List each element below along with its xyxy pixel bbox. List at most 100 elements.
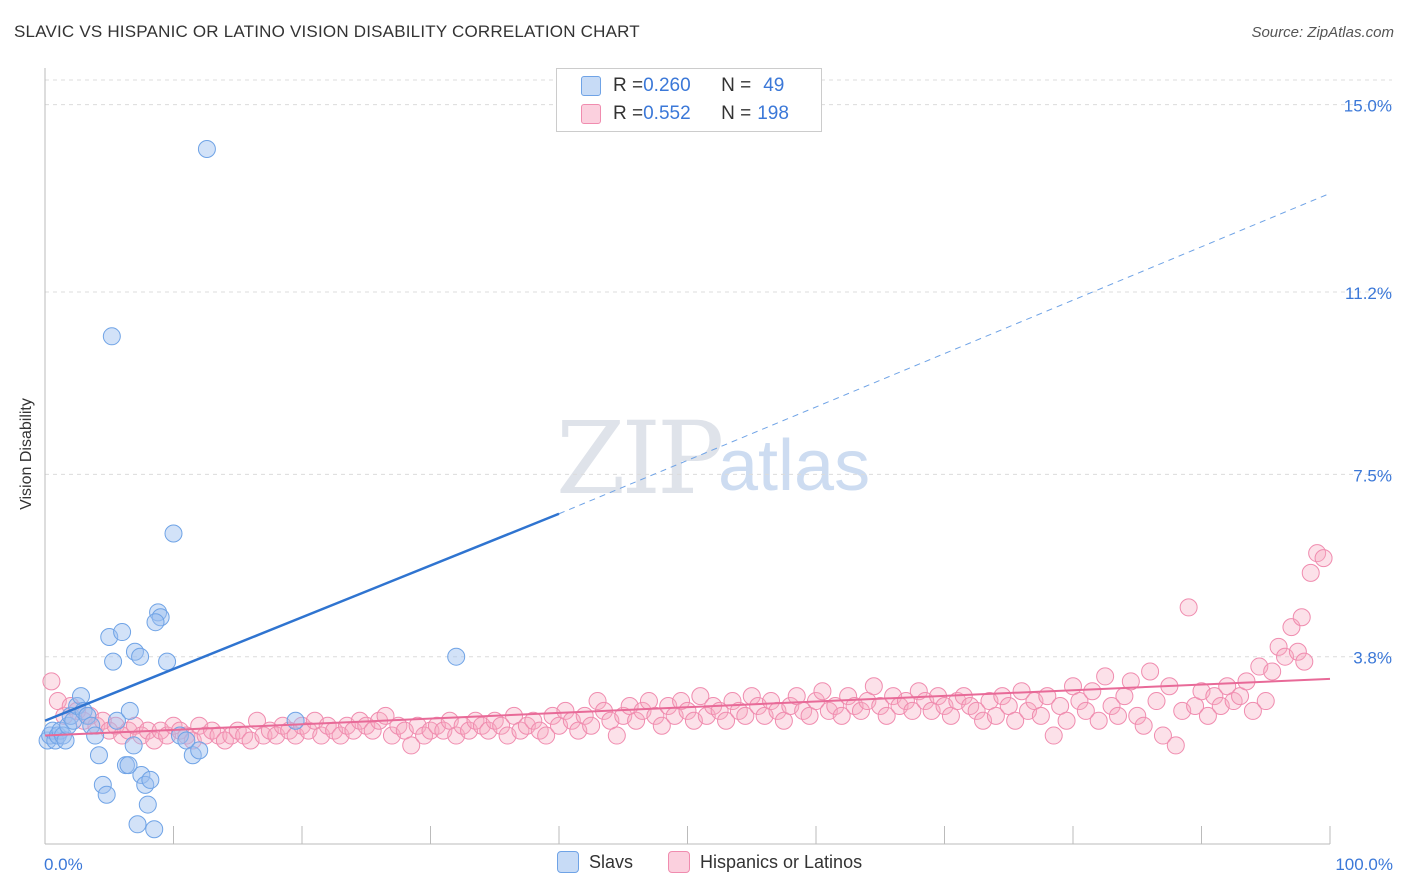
hispanic-point — [1243, 701, 1262, 720]
hispanic-trend-line — [44, 677, 1331, 737]
slavs-point — [197, 140, 216, 159]
hispanic-point — [1314, 549, 1333, 568]
slavs-point — [128, 815, 147, 834]
hispanic-point — [1044, 726, 1063, 745]
hispanic-point — [903, 701, 922, 720]
hispanic-point — [672, 692, 691, 711]
hispanic-point — [871, 696, 890, 715]
hispanic-point — [986, 706, 1005, 725]
hispanic-point — [556, 701, 575, 720]
hispanic-point — [1166, 736, 1185, 755]
hispanic-point — [813, 682, 832, 701]
hispanic-point — [1198, 706, 1217, 725]
slavs-point — [286, 711, 305, 730]
slavs-point — [113, 623, 132, 642]
slavs-swatch — [557, 851, 579, 873]
hispanic-point — [1128, 706, 1147, 725]
slavs-swatch — [581, 76, 601, 96]
hispanic-point — [524, 711, 543, 730]
hispanic-point — [1263, 662, 1282, 681]
n-value: 198 — [757, 103, 789, 124]
hispanic-point — [1006, 711, 1025, 730]
slavs-point — [138, 795, 157, 814]
x-tick-label-max: 100.0% — [1335, 855, 1393, 874]
r-label: R = — [613, 75, 644, 96]
hispanic-point — [1108, 706, 1127, 725]
hispanics-swatch — [581, 104, 601, 124]
chart-title: SLAVIC VS HISPANIC OR LATINO VISION DISA… — [14, 22, 640, 41]
slavs-point — [104, 652, 123, 671]
y-tick-label: 3.8% — [1353, 649, 1392, 668]
slavs-trend-extension — [558, 192, 1331, 515]
slavs-point — [141, 770, 160, 789]
n-value: 49 — [763, 75, 785, 96]
slavs-point — [97, 785, 116, 804]
slavs-point — [124, 736, 143, 755]
slavs-point — [146, 613, 165, 632]
slavs-trend-line — [44, 512, 560, 722]
hispanic-point — [864, 677, 883, 696]
r-label: R = — [613, 103, 644, 124]
slavs-point — [131, 647, 150, 666]
slavs-point — [158, 652, 177, 671]
slavs-point — [71, 687, 90, 706]
hispanic-point — [1070, 692, 1089, 711]
hispanic-point — [736, 706, 755, 725]
legend-label-hispanics: Hispanics or Latinos — [700, 851, 863, 872]
hispanics-swatch — [668, 851, 690, 873]
r-value: 0.260 — [643, 75, 691, 96]
legend-row-hispanics: R = 0.552 N = 198 — [581, 103, 789, 125]
hispanic-point — [652, 716, 671, 735]
slavs-point — [93, 775, 112, 794]
slavs-point — [56, 731, 75, 750]
hispanic-point — [537, 726, 556, 745]
y-tick-label: 11.2% — [1345, 284, 1392, 303]
hispanic-point — [1269, 637, 1288, 656]
correlation-legend: R = 0.260 N = 49 R = 0.552 N = 198 — [556, 68, 822, 132]
hispanic-point — [851, 701, 870, 720]
n-label: N = — [721, 75, 752, 96]
slavs-point — [447, 647, 466, 666]
hispanic-point — [909, 682, 928, 701]
hispanic-point — [1205, 687, 1224, 706]
slavs-point — [151, 608, 170, 627]
slavs-point — [136, 775, 155, 794]
hispanic-point — [607, 726, 626, 745]
hispanic-point — [877, 706, 896, 725]
slavs-point — [120, 701, 139, 720]
y-axis-label: Vision Disability — [18, 398, 35, 510]
x-tick-label-min: 0.0% — [44, 855, 83, 874]
y-tick-label: 15.0% — [1344, 97, 1392, 116]
slavs-point — [102, 327, 121, 346]
hispanic-point — [1089, 711, 1108, 730]
hispanic-point — [582, 716, 601, 735]
hispanic-point — [1256, 692, 1275, 711]
hispanic-point — [1292, 608, 1311, 627]
legend-label-slavs: Slavs — [589, 851, 634, 872]
r-value: 0.552 — [643, 103, 691, 124]
hispanic-point — [1141, 662, 1160, 681]
hispanic-point — [588, 692, 607, 711]
hispanic-point — [1096, 667, 1115, 686]
slavs-point — [78, 706, 97, 725]
slavs-point — [107, 711, 126, 730]
hispanic-point — [717, 711, 736, 730]
hispanic-point — [993, 687, 1012, 706]
y-tick-label: 7.5% — [1353, 466, 1392, 485]
watermark-atlas: atlas — [718, 426, 871, 506]
series-legend: Slavs Hispanics or Latinos — [0, 851, 1406, 879]
hispanic-point — [1102, 696, 1121, 715]
hispanic-point — [1147, 692, 1166, 711]
hispanic-point — [691, 687, 710, 706]
hispanic-point — [1057, 711, 1076, 730]
hispanic-point — [627, 711, 646, 730]
hispanic-point — [1301, 563, 1320, 582]
legend-item-slavs: Slavs — [557, 851, 633, 873]
hispanic-point — [1288, 642, 1307, 661]
hispanic-point — [492, 716, 511, 735]
hispanic-point — [832, 706, 851, 725]
slavs-point — [164, 524, 183, 543]
slavs-point — [89, 746, 108, 765]
hispanic-point — [1083, 682, 1102, 701]
